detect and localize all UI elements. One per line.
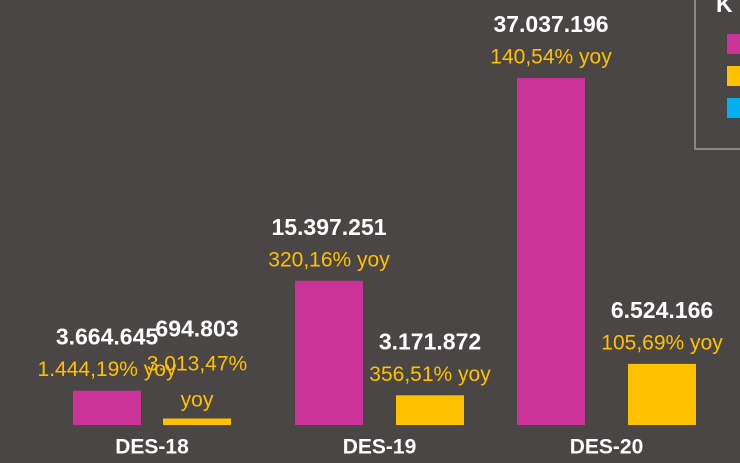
- legend-swatch: [727, 34, 740, 54]
- legend-box: [694, 0, 740, 150]
- bar: [628, 363, 696, 425]
- legend-title: K: [716, 0, 733, 17]
- x-tick-label: DES-18: [115, 436, 189, 459]
- value-label: 37.037.196: [493, 11, 608, 37]
- value-label: 6.524.166: [611, 297, 713, 323]
- x-tick-label: DES-20: [570, 436, 644, 459]
- yoy-label: 3.013,47% yoy: [147, 352, 247, 411]
- yoy-label: 320,16% yoy: [268, 248, 390, 271]
- yoy-label: 1.444,19% yoy: [38, 358, 177, 381]
- bar: [396, 395, 464, 425]
- x-tick-label: DES-19: [343, 436, 417, 459]
- bar: [295, 280, 363, 425]
- bar: [73, 390, 141, 425]
- legend-swatch: [727, 66, 740, 86]
- value-label: 694.803: [155, 316, 238, 342]
- value-label: 3.664.645: [56, 324, 159, 350]
- yoy-label: 140,54% yoy: [490, 46, 612, 69]
- bar: [163, 418, 231, 425]
- bar: [517, 78, 585, 425]
- value-label: 15.397.251: [271, 214, 386, 240]
- value-label: 3.171.872: [379, 328, 481, 354]
- legend-swatch: [727, 98, 740, 118]
- yoy-label: 105,69% yoy: [601, 331, 723, 354]
- yoy-label: 356,51% yoy: [369, 363, 491, 386]
